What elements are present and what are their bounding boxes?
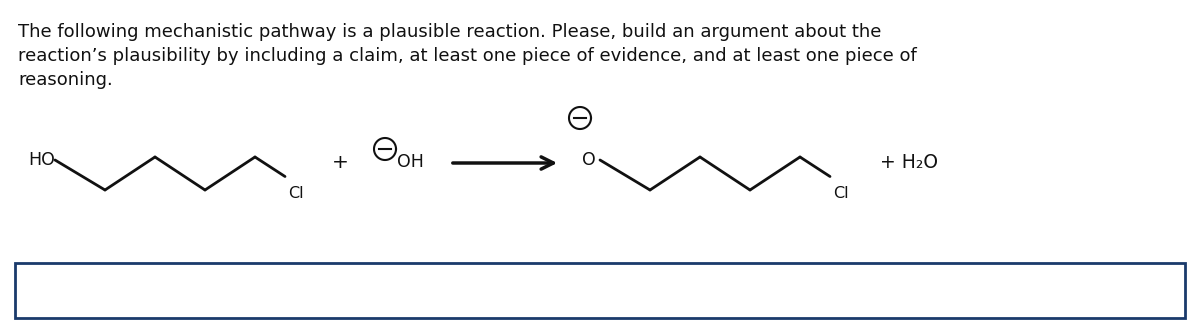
Bar [14, 263, 1186, 318]
Text: HO: HO [28, 151, 55, 169]
Text: +: + [331, 153, 348, 172]
Text: OH: OH [397, 153, 424, 171]
Text: reaction’s plausibility by including a claim, at least one piece of evidence, an: reaction’s plausibility by including a c… [18, 47, 917, 65]
Text: Cl: Cl [288, 186, 304, 202]
Text: Cl: Cl [833, 186, 848, 202]
Text: The following mechanistic pathway is a plausible reaction. Please, build an argu: The following mechanistic pathway is a p… [18, 23, 881, 41]
Text: O: O [582, 151, 595, 169]
Text: + H₂O: + H₂O [880, 153, 938, 172]
Text: reasoning.: reasoning. [18, 71, 113, 89]
